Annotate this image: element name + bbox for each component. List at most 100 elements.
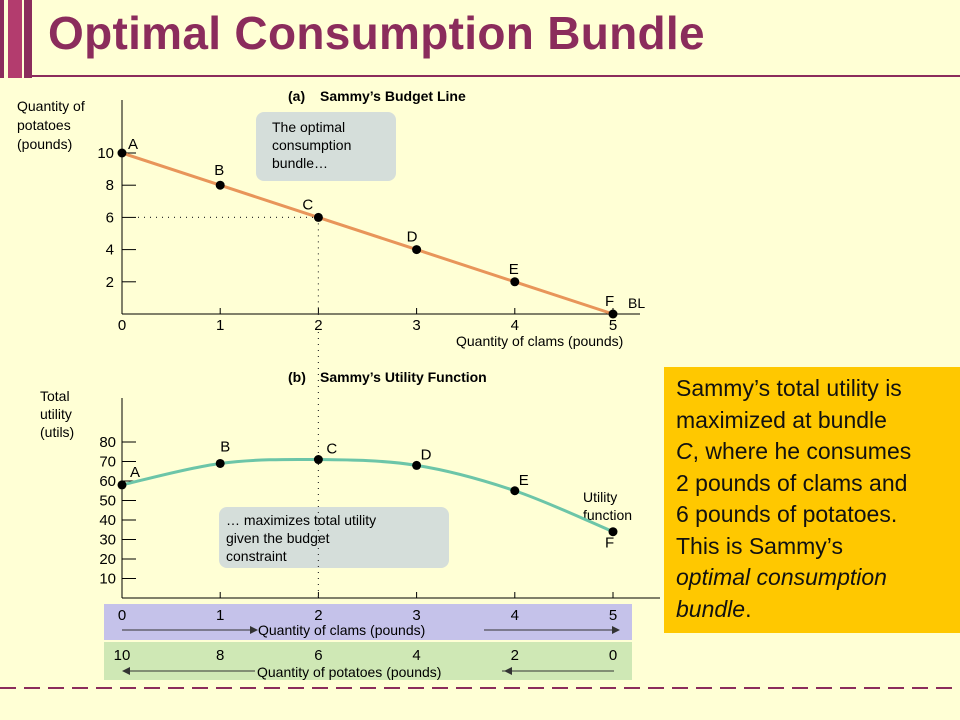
panel-a-point-label-e: E (509, 261, 519, 278)
panel-a-note-line-2: consumption (272, 137, 351, 153)
panel-a-y-label: Quantity of potatoes (pounds) (17, 98, 89, 152)
panel-b-x-tick-label-0: 0 (118, 607, 126, 624)
panel-a-x-label: Quantity of clams (pounds) (456, 333, 623, 349)
callout-line-5: 6 pounds of potatoes. (676, 501, 898, 527)
panel-a-x-tick-label-2: 2 (314, 317, 322, 334)
callout-line-6: This is Sammy’s (676, 532, 843, 559)
callout-line-3-italic: C (676, 438, 693, 464)
utility-function-label: Utility function (583, 489, 632, 523)
panel-b-y-label-line-1: Total (40, 388, 70, 404)
utility-function-label-line-2: function (583, 507, 632, 523)
panel-b-y-tick-label-10: 10 (99, 571, 116, 588)
panel-b-note-line-2: given the budget (226, 530, 330, 546)
panel-b-title: Sammy’s Utility Function (320, 369, 487, 385)
panel-a-title: Sammy’s Budget Line (320, 88, 466, 104)
panel-b-note-line-1: … maximizes total utility (226, 512, 376, 528)
panel-a-point-b (215, 180, 225, 190)
panel-a-y-tick-label-4: 4 (106, 242, 114, 259)
panel-a-point-f (608, 309, 618, 319)
panel-b-note-box (219, 507, 449, 568)
panel-b-y-tick-label-30: 30 (99, 532, 116, 549)
panel-b-point-f (608, 527, 618, 537)
panel-b-point-label-b: B (220, 438, 230, 455)
panel-b-x2-tick-label-8: 8 (216, 647, 224, 664)
panel-b-y-tick-label-70: 70 (99, 454, 116, 471)
panel-b-point-label-c: C (326, 441, 337, 458)
panel-b-point-label-f: F (605, 535, 614, 552)
panel-b-y-label: Total utility (utils) (40, 388, 76, 440)
utility-function-curve (121, 457, 614, 534)
conclusion-callout: Sammy’s total utility is maximized at bu… (664, 367, 960, 633)
panel-a-point-label-f: F (605, 293, 614, 310)
panel-b-x2-tick-label-4: 4 (412, 647, 420, 664)
potatoes-axis-band (104, 642, 632, 680)
panel-a-point-a (117, 148, 127, 158)
panel-b-x2-tick-label-6: 6 (314, 647, 322, 664)
panel-b-x-tick-label-5: 5 (609, 607, 617, 624)
panel-a-x-tick-label-4: 4 (511, 317, 519, 334)
title-rule (32, 75, 960, 77)
panel-a-note-box (256, 112, 396, 181)
callout-line-8-rest: . (745, 595, 752, 622)
panel-b-point-e (510, 486, 520, 496)
callout-line-3-rest: , where he consumes (692, 438, 912, 464)
panel-a-x-tick-label-3: 3 (412, 317, 420, 334)
panel-a-note-line-3: bundle… (272, 155, 328, 171)
utility-function-label-line-1: Utility (583, 489, 617, 505)
callout-line-7-italic: optimal consumption (676, 564, 887, 590)
panel-b-x-tick-label-2: 2 (314, 607, 322, 624)
panel-b-note: … maximizes total utility given the budg… (226, 512, 380, 564)
potatoes-arrow-head-1 (122, 667, 130, 675)
panel-b-point-label-d: D (421, 446, 432, 463)
panel-b-x-tick-label-3: 3 (412, 607, 420, 624)
potatoes-arrow-head-2 (504, 667, 512, 675)
panel-b-point-d (412, 460, 422, 470)
panel-a-y-tick-label-2: 2 (106, 274, 114, 291)
panel-a-y-tick-label-10: 10 (97, 145, 114, 162)
panel-b-point-c (313, 455, 323, 465)
panel-a-marks: 0 1 2 3 4 5 2 4 6 8 10 A B C D E F (97, 136, 618, 334)
panel-a-y-label-line-2: potatoes (17, 117, 71, 133)
panel-b-x2-tick-label-0: 0 (609, 647, 617, 664)
clams-axis-band (104, 604, 632, 640)
panel-b-y-tick-label-80: 80 (99, 434, 116, 451)
panel-a-point-label-d: D (407, 229, 418, 246)
panel-b-point-label-e: E (519, 472, 529, 489)
panel-a-y-tick-label-8: 8 (106, 177, 114, 194)
panel-a-y-label-line-3: (pounds) (17, 136, 72, 152)
callout-line-4: 2 pounds of clams and (676, 469, 908, 496)
panel-b-x2-tick-label-10: 10 (114, 647, 131, 664)
budget-line-label: BL (628, 295, 645, 311)
panel-a-point-label-c: C (302, 196, 313, 213)
panel-b-x-tick-label-1: 1 (216, 607, 224, 624)
panel-a-point-label-a: A (128, 136, 138, 153)
panel-a-x-tick-label-1: 1 (216, 317, 224, 334)
panel-a-label: (a) (288, 88, 305, 104)
panel-a-point-label-b: B (214, 162, 224, 179)
callout-line-2: maximized at bundle (676, 406, 887, 433)
panel-a-y-tick-label-6: 6 (106, 209, 114, 226)
clams-arrow-head-1 (250, 626, 258, 634)
panel-a-note-line-1: The optimal (272, 119, 345, 135)
callout-line-8-italic: bundle (676, 595, 746, 622)
panel-b-x2-label: Quantity of potatoes (pounds) (257, 664, 441, 680)
clams-arrow-head-2 (612, 626, 620, 634)
panel-b-y-label-line-3: (utils) (40, 424, 74, 440)
panel-b-y-tick-label-50: 50 (99, 493, 116, 510)
panel-b-x-tick-label-4: 4 (511, 607, 519, 624)
panel-b-note-line-3: constraint (226, 548, 287, 564)
page-title: Optimal Consumption Bundle (48, 7, 705, 59)
panel-a-x-tick-label-5: 5 (609, 317, 617, 334)
panel-b-point-b (215, 458, 225, 468)
callout-line-1: Sammy’s total utility is (676, 375, 902, 401)
panel-b-label: (b) (288, 369, 306, 385)
panel-a-point-d (412, 245, 422, 255)
panel-b-y-label-line-2: utility (40, 406, 72, 422)
panel-b-y-tick-label-40: 40 (99, 512, 116, 529)
panel-a-note: The optimal consumption bundle… (272, 119, 355, 171)
panel-a-x-tick-label-0: 0 (118, 317, 126, 334)
panel-b-y-tick-label-60: 60 (99, 473, 116, 490)
panel-b-point-label-a: A (130, 464, 140, 481)
panel-a-point-c (313, 212, 323, 222)
